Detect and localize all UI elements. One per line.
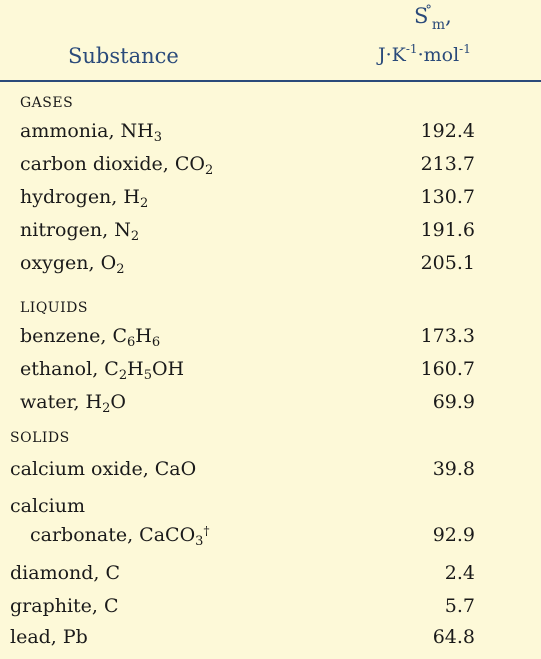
name-text: OH	[151, 358, 185, 380]
subscript: 2	[130, 229, 140, 244]
name-text: carbonate, CaCO	[30, 524, 196, 546]
table-header: Substance S°m, J·K-1·mol-1	[0, 0, 541, 82]
substance-name: benzene, C6H6	[20, 325, 161, 350]
name-text: O	[110, 391, 126, 413]
name-text: nitrogen, N	[20, 219, 131, 241]
subscript: 3	[153, 130, 162, 145]
subscript: 2	[118, 368, 128, 383]
subscript: 5	[143, 368, 152, 383]
entropy-value: 39.8	[432, 458, 475, 480]
name-text: ammonia, NH	[20, 120, 154, 142]
entropy-value: 213.7	[420, 153, 475, 175]
unit-kelvin: K	[391, 44, 406, 66]
kelvin-exponent: -1	[405, 42, 418, 56]
substance-name: ethanol, C2H5OH	[20, 358, 185, 383]
substance-name: oxygen, O2	[20, 252, 125, 277]
subscript: 3	[195, 534, 204, 549]
subscript: 2	[116, 262, 125, 277]
entropy-value: 173.3	[420, 325, 475, 347]
name-text: hydrogen, H	[20, 186, 140, 208]
substance-name: nitrogen, N2	[20, 219, 140, 244]
footnote-dagger: †	[203, 524, 210, 538]
entropy-value: 64.8	[432, 626, 475, 648]
name-text: benzene, C	[20, 325, 127, 347]
name-text: H	[135, 325, 152, 347]
substance-column-header: Substance	[68, 44, 179, 68]
symbol-letter: S	[414, 4, 429, 28]
substance-name: lead, Pb	[10, 626, 88, 648]
subscript: 2	[205, 163, 214, 178]
substance-name: graphite, C	[10, 595, 119, 617]
entropy-value: 69.9	[432, 391, 475, 413]
header-divider	[0, 80, 541, 82]
mol-exponent: -1	[459, 42, 471, 56]
entropy-value: 192.4	[420, 120, 475, 142]
subscript: 2	[102, 401, 111, 416]
unit-joule: J	[378, 44, 386, 66]
unit-mol: mol	[423, 44, 460, 66]
substance-name: diamond, C	[10, 562, 121, 584]
subscript: 2	[139, 196, 149, 211]
entropy-value: 130.7	[420, 186, 475, 208]
name-text: H	[127, 358, 144, 380]
entropy-value: 2.4	[444, 562, 475, 584]
substance-name: ammonia, NH3	[20, 120, 162, 145]
section-liquids: LIQUIDS	[20, 300, 88, 316]
substance-name: water, H2O	[20, 391, 126, 416]
entropy-value: 160.7	[420, 358, 475, 380]
section-gases: GASES	[20, 95, 74, 111]
entropy-value: 5.7	[444, 595, 475, 617]
substance-name: carbon dioxide, CO2	[20, 153, 214, 178]
entropy-value: 205.1	[420, 252, 475, 274]
entropy-column-symbol: S°m,	[414, 3, 452, 33]
substance-name: calcium	[10, 495, 86, 517]
name-text: carbon dioxide, CO	[20, 153, 205, 175]
entropy-units: J·K-1·mol-1	[378, 42, 471, 66]
name-text: ethanol, C	[20, 358, 119, 380]
symbol-comma: ,	[445, 4, 452, 28]
entropy-value: 191.6	[420, 219, 475, 241]
subscript: 6	[151, 335, 161, 350]
name-text: oxygen, O	[20, 252, 117, 274]
entropy-value: 92.9	[432, 524, 475, 546]
substance-name: calcium oxide, CaO	[10, 458, 197, 480]
molar-subscript: m	[431, 17, 446, 33]
substance-name: carbonate, CaCO3†	[30, 524, 210, 549]
section-solids: SOLIDS	[10, 430, 70, 446]
substance-name: hydrogen, H2	[20, 186, 149, 211]
subscript: 6	[127, 335, 136, 350]
standard-state-mark: °	[425, 3, 432, 18]
name-text: water, H	[20, 391, 103, 413]
